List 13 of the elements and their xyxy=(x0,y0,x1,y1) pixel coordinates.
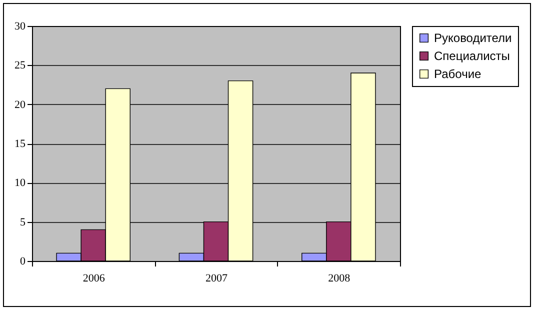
y-tick-label: 0 xyxy=(20,256,26,268)
y-tick-label: 30 xyxy=(14,20,26,32)
y-tick-label: 20 xyxy=(14,98,26,111)
legend-label: Специалисты xyxy=(434,49,510,63)
x-tick-label: 2006 xyxy=(82,272,106,284)
y-tick-label: 15 xyxy=(14,138,26,150)
y-tick-label: 25 xyxy=(14,60,26,72)
legend-label: Руководители xyxy=(434,31,512,45)
x-tick-label: 2007 xyxy=(206,272,228,284)
y-tick-label: 10 xyxy=(14,177,26,190)
legend-label: Рабочие xyxy=(434,67,482,81)
y-tick-label: 5 xyxy=(20,216,26,228)
x-tick-label: 2008 xyxy=(328,272,351,284)
